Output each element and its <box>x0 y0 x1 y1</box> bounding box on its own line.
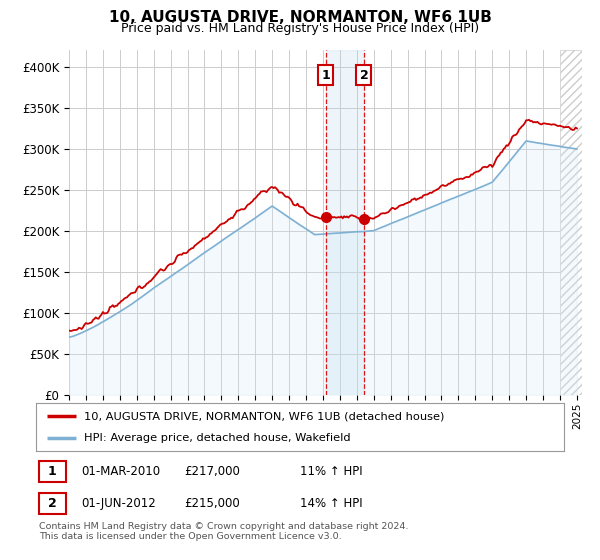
Text: £215,000: £215,000 <box>184 497 239 510</box>
Text: HPI: Average price, detached house, Wakefield: HPI: Average price, detached house, Wake… <box>83 433 350 443</box>
Text: Contains HM Land Registry data © Crown copyright and database right 2024.
This d: Contains HM Land Registry data © Crown c… <box>39 522 409 542</box>
Bar <box>326 50 364 395</box>
Bar <box>560 50 586 395</box>
Text: 2: 2 <box>359 68 368 82</box>
Text: Price paid vs. HM Land Registry's House Price Index (HPI): Price paid vs. HM Land Registry's House … <box>121 22 479 35</box>
Text: 2: 2 <box>48 497 57 510</box>
Text: 1: 1 <box>322 68 330 82</box>
Text: £217,000: £217,000 <box>184 465 240 478</box>
Text: 14% ↑ HPI: 14% ↑ HPI <box>300 497 362 510</box>
Bar <box>560 50 586 395</box>
FancyBboxPatch shape <box>38 460 66 482</box>
Text: 10, AUGUSTA DRIVE, NORMANTON, WF6 1UB (detached house): 10, AUGUSTA DRIVE, NORMANTON, WF6 1UB (d… <box>83 411 444 421</box>
Text: 11% ↑ HPI: 11% ↑ HPI <box>300 465 362 478</box>
Text: 01-JUN-2012: 01-JUN-2012 <box>81 497 155 510</box>
Text: 10, AUGUSTA DRIVE, NORMANTON, WF6 1UB: 10, AUGUSTA DRIVE, NORMANTON, WF6 1UB <box>109 10 491 25</box>
Text: 01-MAR-2010: 01-MAR-2010 <box>81 465 160 478</box>
FancyBboxPatch shape <box>38 493 66 514</box>
Text: 1: 1 <box>48 465 57 478</box>
